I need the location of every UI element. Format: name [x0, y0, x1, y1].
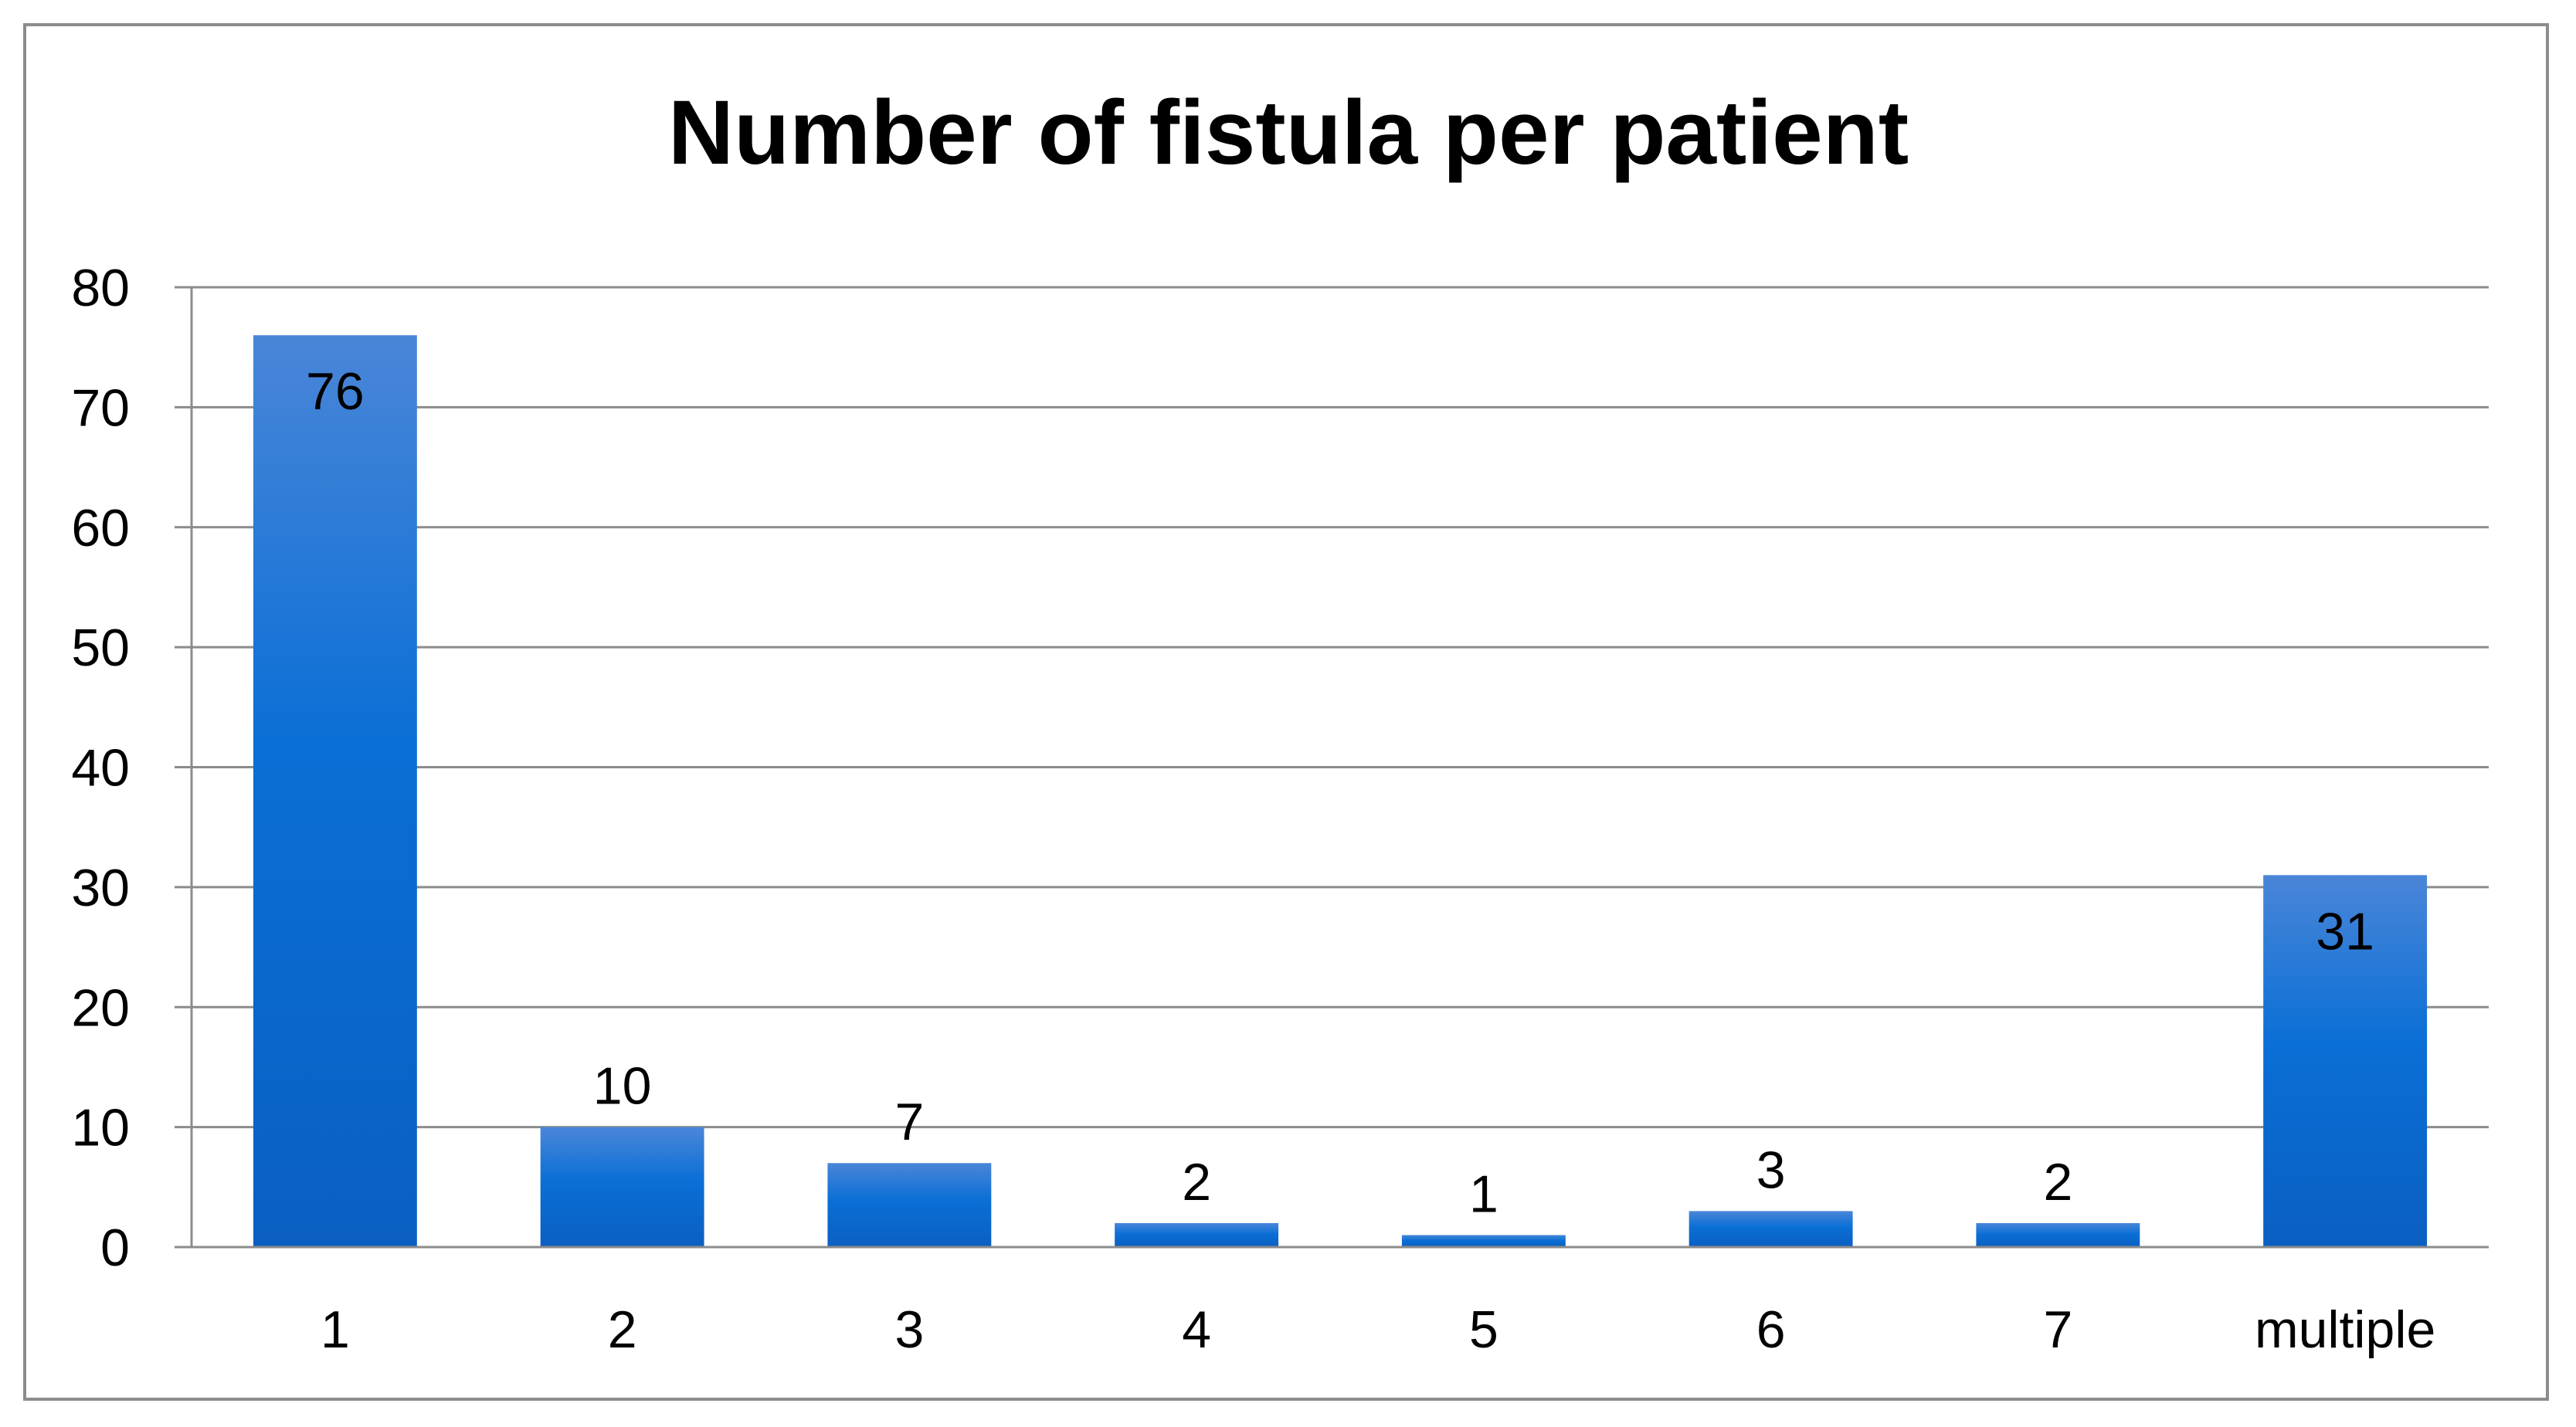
- data-labels: 76 10 7 2 1 3 2 31: [306, 362, 2374, 1223]
- data-label-7: 2: [2043, 1153, 2072, 1212]
- axes: [190, 287, 2489, 1249]
- bar-multiple: [2263, 875, 2428, 1247]
- x-axis-ticks: 1 2 3 4 5 6 7 multiple: [321, 1300, 2435, 1359]
- x-tick-label: 5: [1469, 1300, 1498, 1359]
- y-tick-label: 80: [71, 259, 130, 317]
- y-tick-label: 30: [71, 859, 130, 917]
- data-label-5: 1: [1469, 1164, 1498, 1223]
- gridlines: [192, 286, 2489, 1129]
- data-label-2: 10: [593, 1057, 652, 1116]
- x-tick-label: 1: [321, 1300, 350, 1359]
- bar-3: [827, 1163, 992, 1247]
- bar-2: [540, 1127, 704, 1247]
- bar-4: [1115, 1222, 1279, 1247]
- data-label-3: 7: [894, 1093, 924, 1151]
- y-tick-label: 0: [100, 1219, 130, 1277]
- bar-5: [1401, 1235, 1566, 1247]
- x-tick-label: 6: [1756, 1300, 1786, 1359]
- bar-7: [1976, 1222, 2140, 1247]
- x-tick-label: multiple: [2255, 1300, 2435, 1359]
- y-axis-ticks: 0 10 20 30 40 50 60 70 80: [71, 259, 192, 1277]
- x-tick-label: 4: [1182, 1300, 1211, 1359]
- chart-frame: [23, 23, 2549, 1401]
- y-tick-label: 60: [71, 499, 130, 558]
- y-tick-label: 10: [71, 1099, 130, 1158]
- x-tick-label: 7: [2043, 1300, 2072, 1359]
- y-tick-label: 20: [71, 978, 130, 1037]
- chart-title: Number of fistula per patient: [668, 82, 1909, 184]
- data-label-multiple: 31: [2316, 902, 2374, 961]
- y-tick-label: 40: [71, 739, 130, 798]
- y-tick-label: 50: [71, 619, 130, 677]
- bar-1: [253, 335, 417, 1247]
- bar-6: [1688, 1211, 1853, 1247]
- x-tick-label: 2: [608, 1300, 637, 1359]
- data-label-6: 3: [1756, 1141, 1786, 1199]
- data-label-1: 76: [306, 362, 365, 421]
- bars: [253, 335, 2428, 1247]
- data-label-4: 2: [1182, 1153, 1211, 1212]
- y-tick-label: 70: [71, 378, 130, 437]
- x-tick-label: 3: [894, 1300, 924, 1359]
